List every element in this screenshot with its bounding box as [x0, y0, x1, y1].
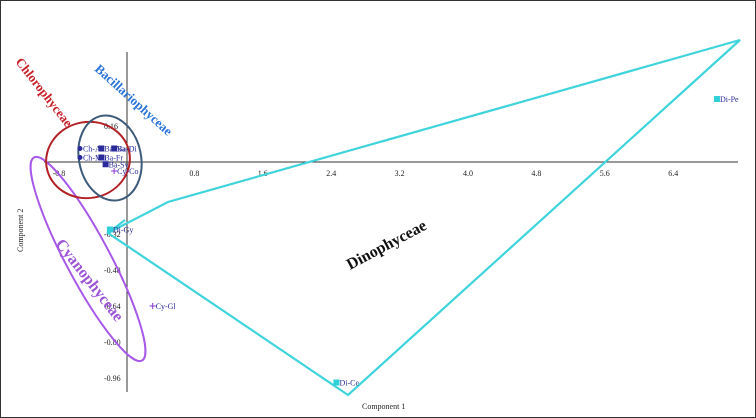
group-label-chlorophyceae: Chlorophyceae — [13, 55, 76, 130]
chlorophyceae-ellipse — [45, 120, 131, 200]
x-tick-label: 3.2 — [395, 169, 405, 178]
data-point-cy-gl — [149, 303, 156, 309]
x-tick-label: 4.8 — [531, 169, 541, 178]
point-label: Ba-Di — [117, 145, 137, 154]
data-point-di-ce — [333, 379, 340, 386]
data-point-di-gy — [106, 226, 113, 233]
x-tick-labels: -0.8 0.8 1.6 2.4 3.2 4.0 4.8 5.6 6.4 — [53, 169, 679, 178]
data-point-ba-na — [98, 145, 105, 152]
point-label: Di-Gy — [113, 226, 133, 235]
y-tick-label: -0.64 — [104, 302, 121, 311]
data-point-ba-di — [111, 145, 118, 152]
x-axis-title: Component 1 — [362, 402, 405, 411]
point-label: Di-Ce — [339, 379, 359, 388]
x-tick-label: 2.4 — [326, 169, 336, 178]
point-label: Ch-Ar — [83, 145, 104, 154]
data-point-cy-co — [111, 168, 118, 174]
y-tick-label: -0.48 — [104, 266, 121, 275]
point-label: Ba-Na — [104, 145, 125, 154]
data-point-ba-fr — [98, 154, 105, 161]
x-tick-label: 5.6 — [600, 169, 610, 178]
group-label-dinophyceae: Dinophyceae — [344, 217, 430, 273]
point-label: Di-Pe — [720, 95, 739, 104]
data-point-ch-mo — [77, 155, 83, 160]
y-tick-label: -0.32 — [104, 230, 121, 239]
x-tick-label: 4.0 — [463, 169, 473, 178]
y-tick-label: -0.80 — [104, 338, 121, 347]
bacillariophyceae-ellipse — [77, 114, 143, 202]
point-label: Ba-Sy — [109, 160, 129, 169]
x-tick-label: 0.8 — [189, 169, 199, 178]
data-point-di-pe — [713, 96, 720, 102]
data-point-ch-ar — [77, 146, 83, 151]
dinophyceae-hull — [106, 38, 741, 397]
point-label: Ba-Fr — [104, 154, 123, 163]
cyanophyceae-ellipse — [29, 155, 147, 363]
group-label-cyanophyceae: Cyanophyceae — [52, 236, 127, 325]
x-tick-label: 6.4 — [668, 169, 678, 178]
data-point-ba-sy — [102, 161, 109, 168]
x-tick-label: 1.6 — [258, 169, 268, 178]
point-label: Cy-Co — [117, 167, 138, 176]
y-axis-title: Component 2 — [16, 209, 25, 252]
point-label: Cy-Gl — [156, 302, 177, 311]
y-tick-label: -0.96 — [104, 374, 121, 383]
point-label: Ch-Mo — [83, 154, 106, 163]
